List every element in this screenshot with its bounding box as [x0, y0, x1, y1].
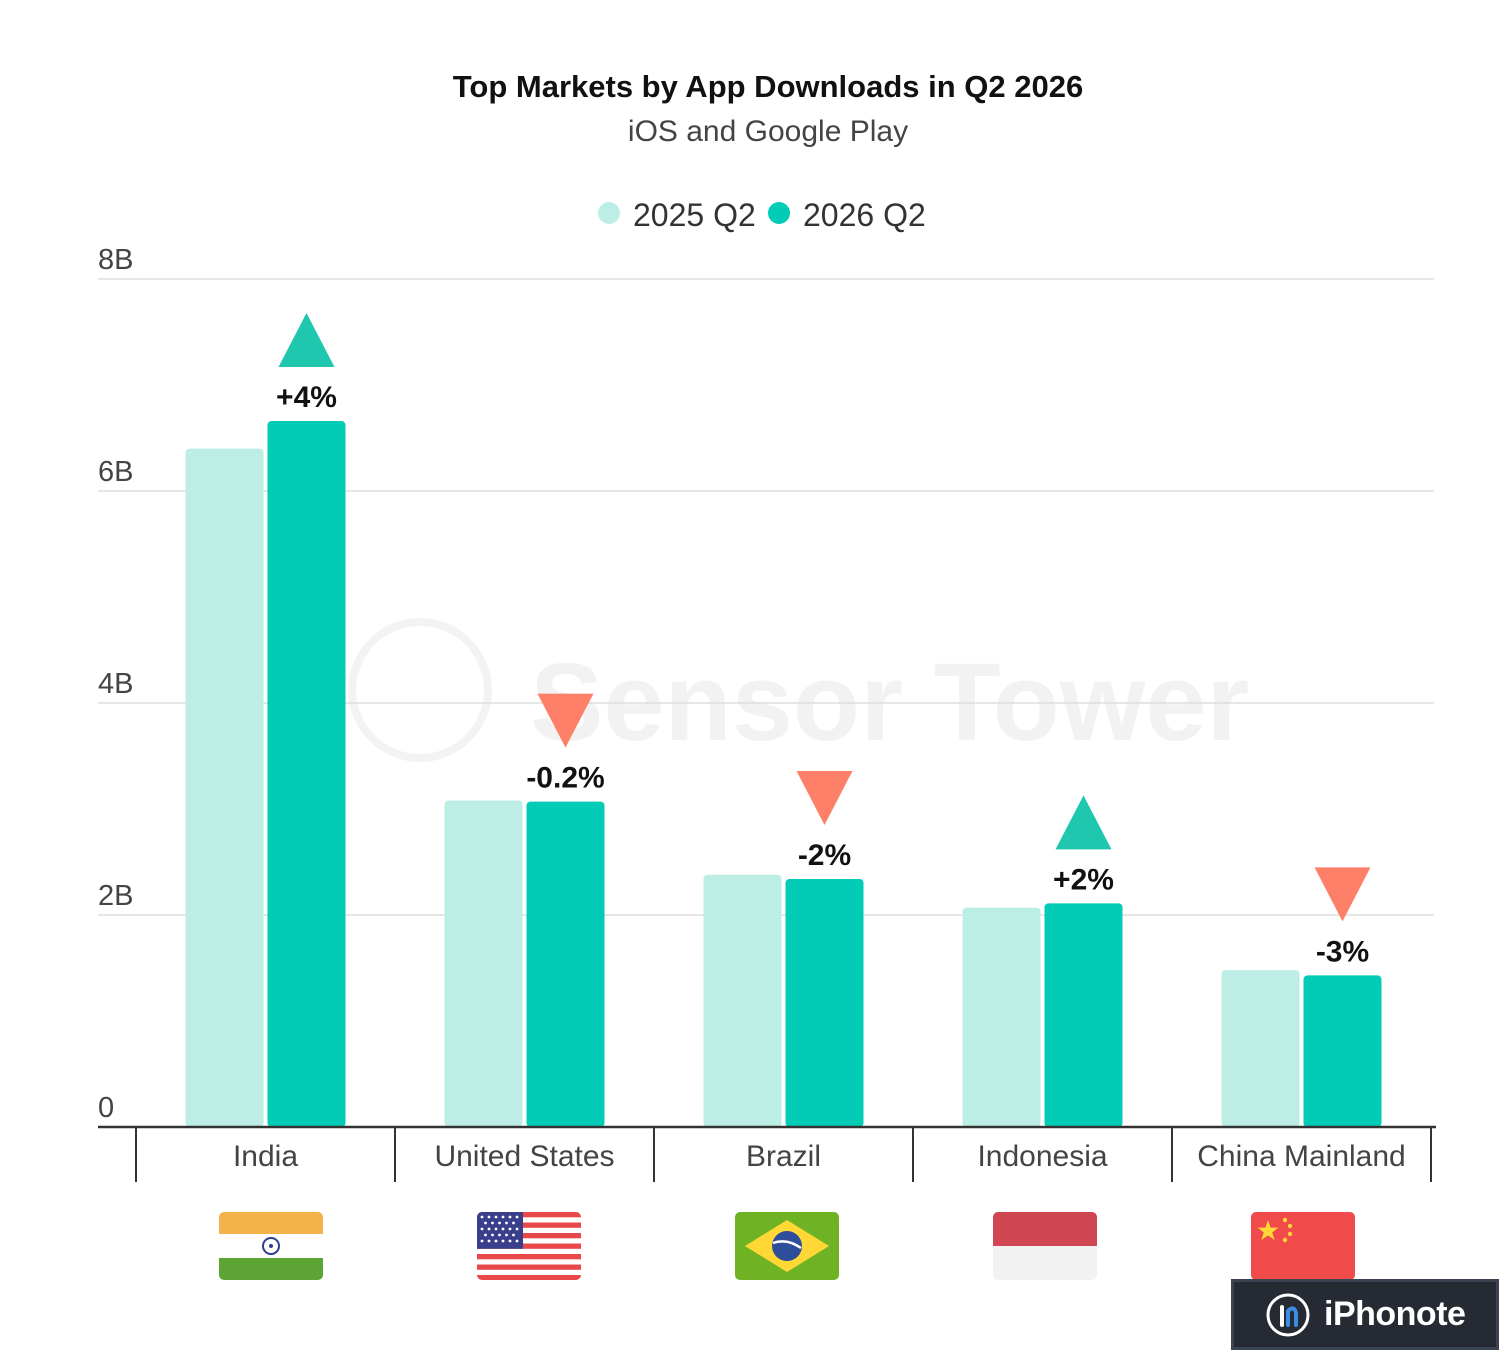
bar-india-2025-q2 [185, 448, 264, 1128]
down-triangle-icon-1 [537, 693, 594, 748]
bars [185, 421, 1382, 1128]
legend-label-2025: 2025 Q2 [633, 197, 756, 233]
y-axis-ticks: 0 2B 4B 6B 8B [98, 244, 133, 1124]
change-label-2: -2% [798, 839, 851, 872]
up-triangle-icon-3 [1055, 795, 1112, 850]
china-flag-icon [1251, 1212, 1355, 1280]
y-tick-label-3: 6B [98, 456, 133, 488]
y-tick-label-1: 2B [98, 880, 133, 912]
down-triangle-icon-2 [796, 770, 853, 825]
legend-swatch-2026 [768, 202, 790, 224]
bar-china-mainland-2025-q2 [1221, 970, 1300, 1127]
down-triangle-icon-4 [1314, 867, 1371, 922]
iphonote-badge[interactable]: iPhonote [1231, 1279, 1499, 1350]
watermark: Sensor Tower [348, 618, 1249, 764]
up-triangle-icon-0 [278, 313, 335, 368]
legend: 2025 Q2 2026 Q2 [598, 197, 926, 233]
bar-china-mainland-2026-q2 [1303, 975, 1382, 1127]
bar-brazil-2026-q2 [785, 878, 864, 1127]
chart-subtitle: iOS and Google Play [628, 115, 908, 148]
x-category-label-4: China Mainland [1197, 1140, 1405, 1173]
india-flag-icon [219, 1212, 323, 1280]
bar-brazil-2025-q2 [703, 874, 782, 1127]
change-annotations: +4% -0.2% -2% +2% -3% [276, 313, 1371, 968]
x-category-label-0: India [233, 1140, 298, 1173]
bar-indonesia-2025-q2 [962, 907, 1041, 1127]
legend-swatch-2025 [598, 202, 620, 224]
watermark-logo-icon [348, 618, 492, 762]
bar-united-states-2026-q2 [526, 801, 605, 1127]
bar-india-2026-q2 [267, 421, 346, 1127]
iphonote-text: iPhonote [1324, 1295, 1466, 1333]
x-category-label-2: Brazil [746, 1140, 821, 1173]
x-category-label-3: Indonesia [977, 1140, 1107, 1173]
change-label-4: -3% [1316, 935, 1369, 968]
united-states-flag-icon [477, 1212, 581, 1280]
change-label-1: -0.2% [526, 762, 604, 795]
legend-label-2026: 2026 Q2 [803, 197, 926, 233]
bar-united-states-2025-q2 [444, 800, 523, 1127]
y-tick-label-4: 8B [98, 244, 133, 276]
y-tick-label-0: 0 [98, 1092, 114, 1124]
iphonote-logo-icon [1266, 1293, 1310, 1336]
change-label-0: +4% [276, 381, 337, 414]
indonesia-flag-icon [993, 1212, 1097, 1280]
x-axis-categories: India United States Brazil Indonesia China M… [135, 1127, 1432, 1182]
brazil-flag-icon [735, 1212, 839, 1280]
change-label-3: +2% [1053, 863, 1114, 896]
y-tick-label-2: 4B [98, 668, 133, 700]
x-category-label-1: United States [434, 1140, 614, 1173]
bar-indonesia-2026-q2 [1044, 903, 1123, 1127]
chart-title: Top Markets by App Downloads in Q2 2026 [453, 69, 1083, 104]
